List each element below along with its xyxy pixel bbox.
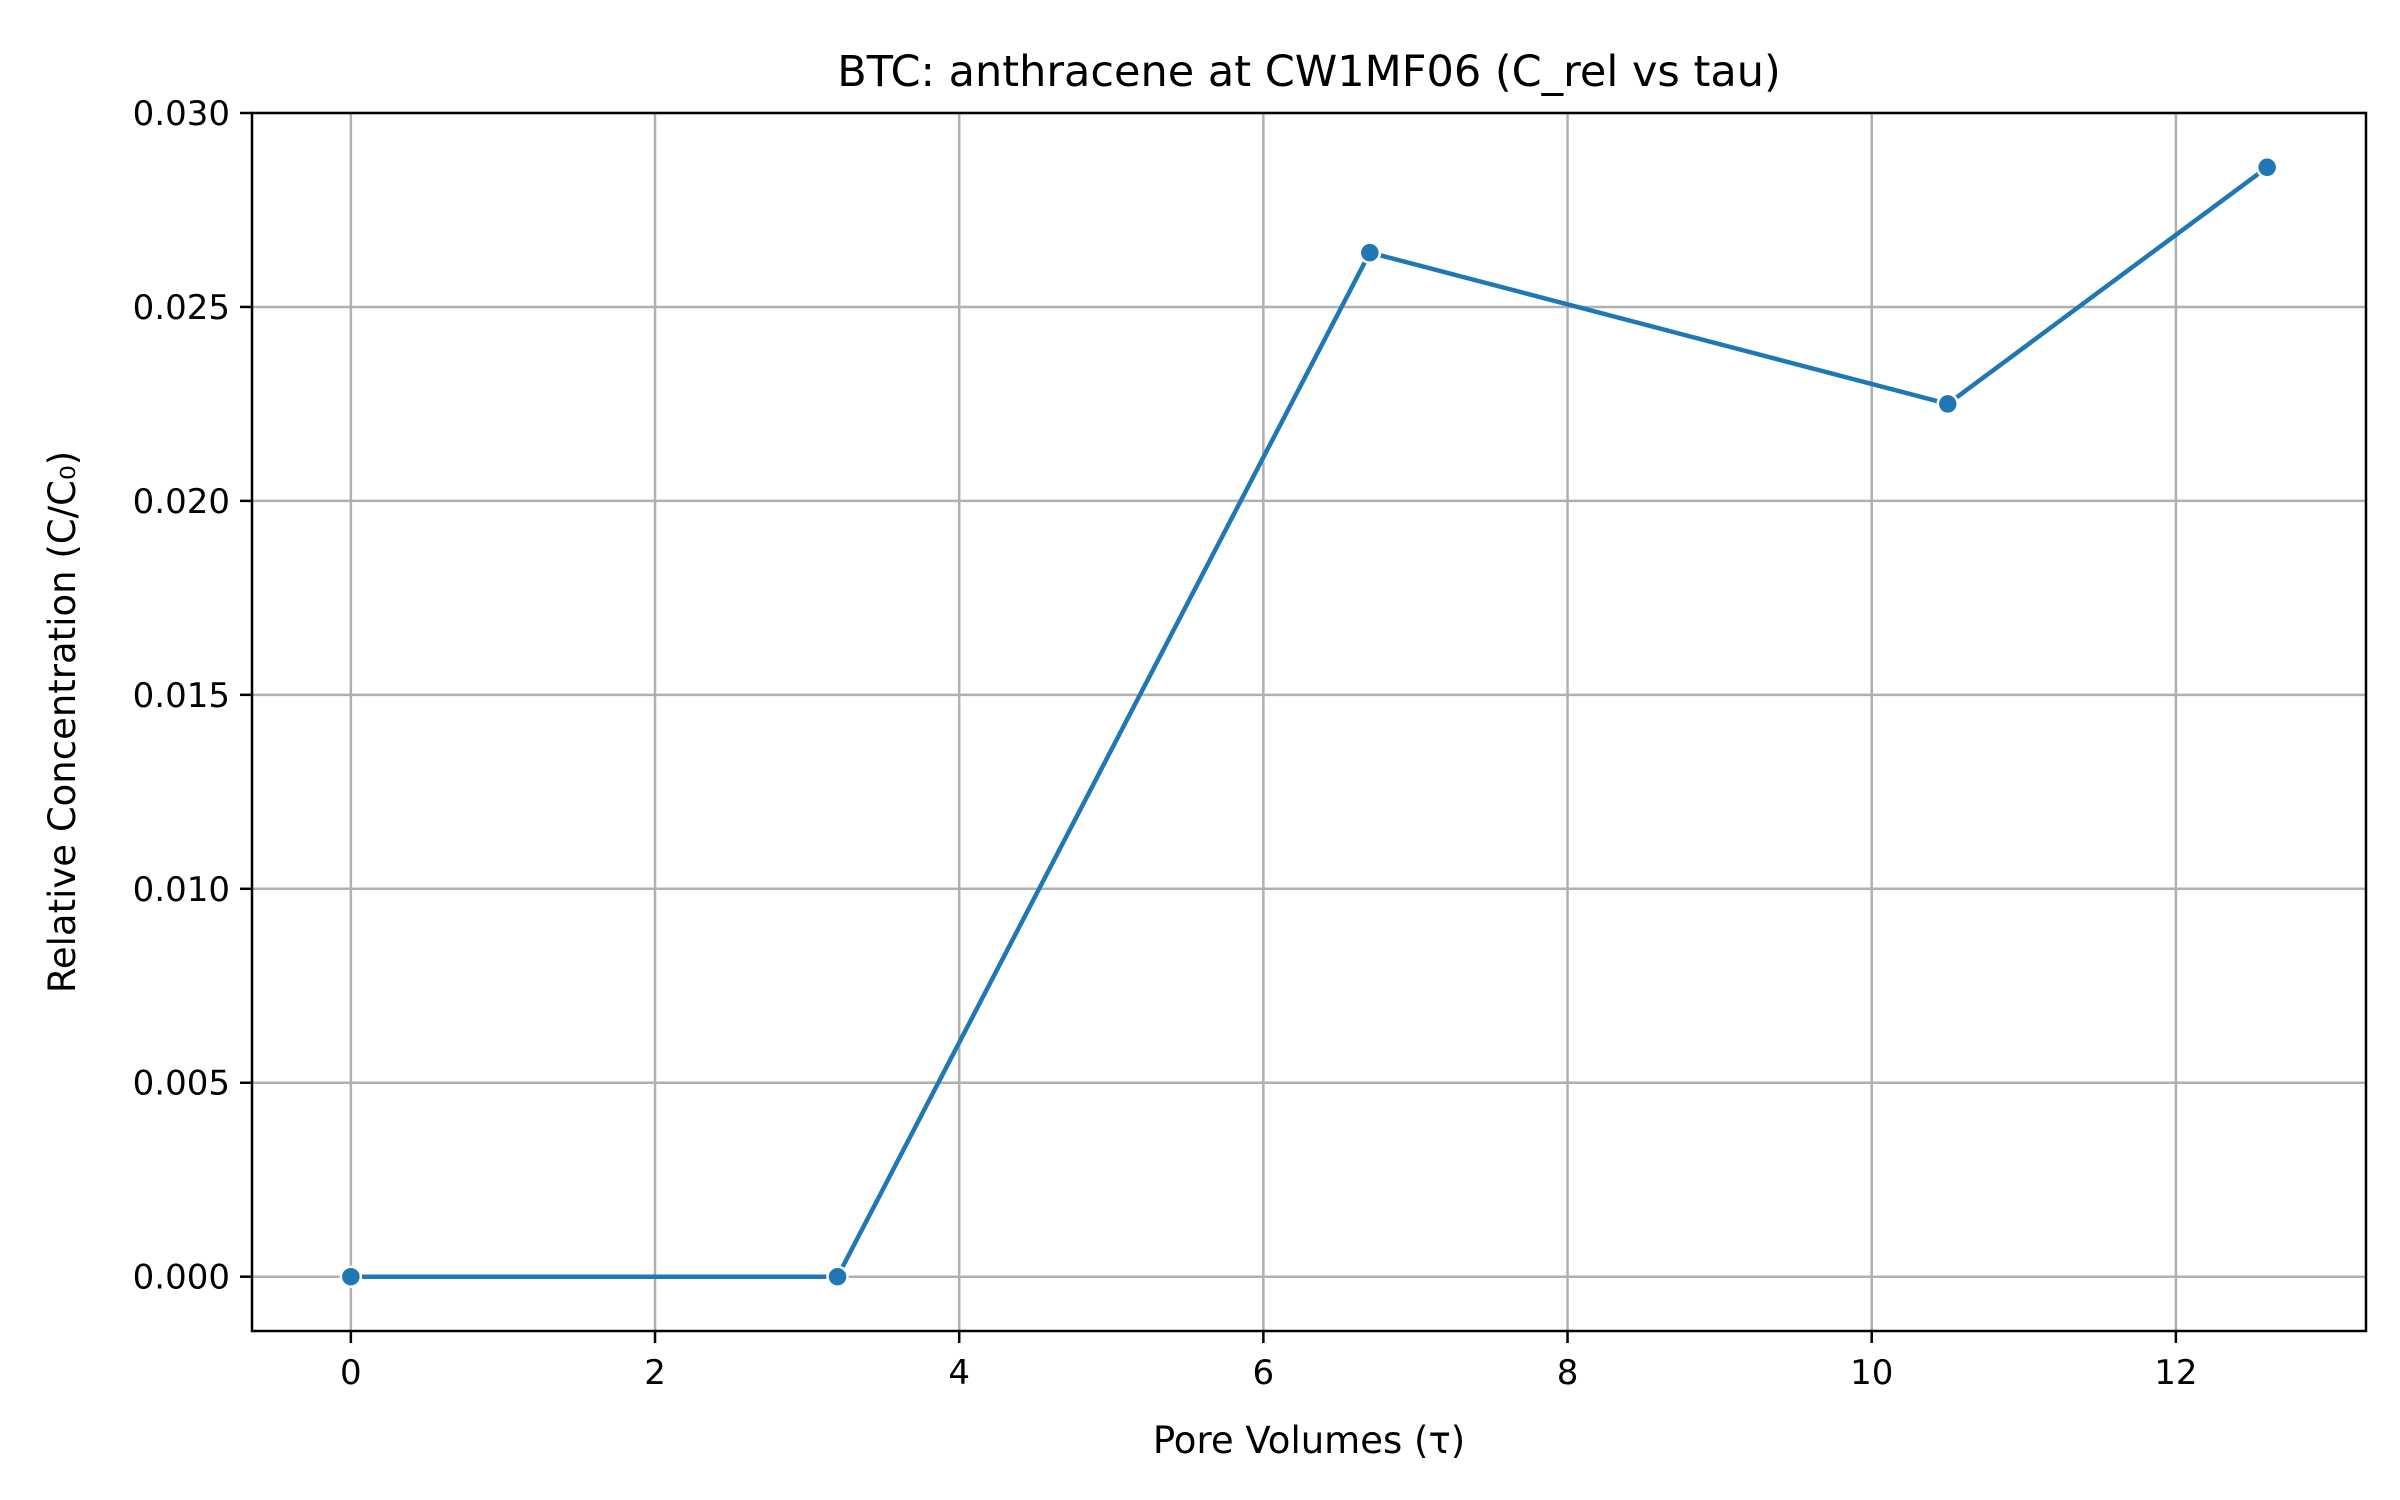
x-tick-label: 8: [1557, 1353, 1579, 1393]
data-point: [1936, 392, 1960, 416]
y-tick-label: 0.030: [133, 94, 230, 134]
data-point: [826, 1265, 849, 1288]
x-tick-label: 4: [948, 1353, 970, 1393]
data-point: [2255, 156, 2279, 179]
y-tick-label: 0.020: [133, 482, 230, 522]
x-axis-label: Pore Volumes (τ): [1153, 1419, 1465, 1462]
x-tick-label: 2: [644, 1353, 666, 1393]
y-tick-label: 0.010: [133, 870, 230, 910]
y-axis-label: Relative Concentration (C/C₀): [41, 451, 84, 993]
series-line: [350, 165, 2269, 1279]
chart-title: BTC: anthracene at CW1MF06 (C_rel vs tau…: [837, 47, 1781, 97]
y-tick-label: 0.015: [133, 676, 230, 716]
y-tick-label: 0.000: [133, 1258, 230, 1298]
data-point: [339, 1265, 363, 1288]
series-layer: [339, 156, 2279, 1288]
y-tick-label: 0.025: [133, 288, 230, 328]
grid-layer: [252, 111, 2366, 1331]
ticks-layer: 0 2 4 6 8 10 12 0.000 0.005 0.010 0.015 0.020 0.025 0…: [133, 94, 2198, 1393]
x-tick-label: 12: [2154, 1353, 2197, 1393]
x-tick-label: 0: [340, 1353, 362, 1393]
plot-frame: [250, 111, 2368, 1333]
x-tick-label: 10: [1850, 1353, 1893, 1393]
x-tick-label: 6: [1253, 1353, 1275, 1393]
data-point: [1358, 241, 1382, 264]
y-tick-label: 0.005: [133, 1064, 230, 1104]
